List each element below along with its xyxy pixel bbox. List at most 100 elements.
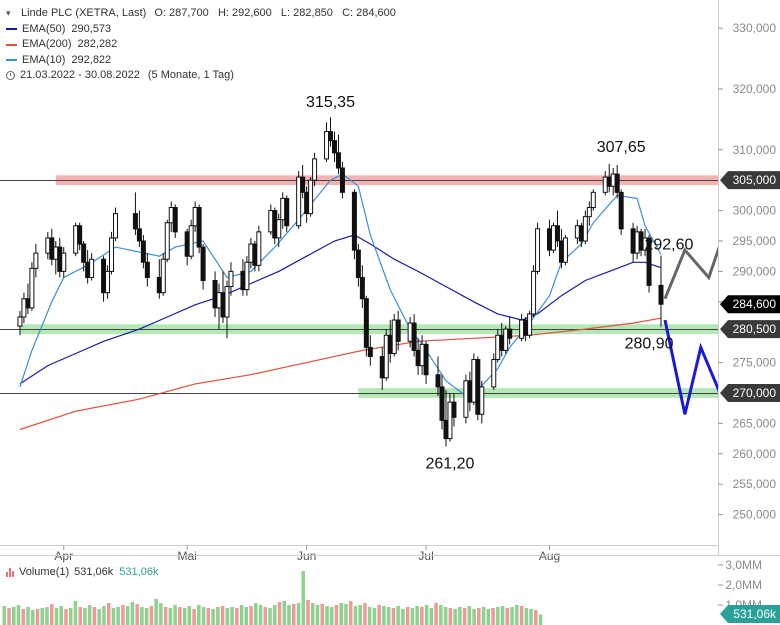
candle-body-down [272,210,278,239]
legend-ema50-row[interactable]: EMA(50) 290,573 [6,22,396,38]
volume-bar [16,605,21,625]
volume-bar [116,607,120,625]
price-badge [720,383,780,402]
volume-bar [500,606,505,625]
candle-body-down [523,319,529,336]
candle [228,262,234,296]
candle-body-up [519,319,525,339]
volume-bar [187,606,192,625]
candle [252,240,258,272]
ema200-swatch [6,43,17,46]
volume-bar [144,608,149,625]
candle [558,228,564,269]
candle-body-up [495,334,501,361]
price-annotation: 292,60 [644,237,693,254]
volume-bar [291,604,296,625]
candle [109,231,115,275]
volume-bar [534,610,538,625]
candle-body-up [17,316,23,327]
candle [304,186,310,223]
candle-body-up [407,322,413,342]
candle [519,313,525,342]
candle [248,237,254,269]
volume-tick-label: 2,0MM [725,578,762,592]
candle [89,253,95,281]
candle-body-up [73,225,79,254]
candle-body-down [172,207,178,233]
volume-bar [306,600,310,625]
candle [81,240,87,272]
candle-body-down [335,152,341,169]
volume-bar [329,607,334,625]
candle [172,204,178,238]
candle-body-down [475,359,481,415]
candle [451,392,457,427]
horizontal-level-lines [0,180,718,394]
candle-body-up [21,298,27,318]
volume-bar [353,606,358,625]
volume-bar [206,608,211,625]
volume-bar [49,604,54,625]
candle-body-up [244,261,250,291]
candle-body-down [558,240,564,263]
legend-ema10-row[interactable]: EMA(10) 292,822 [6,53,396,69]
y-tick-label: 275,000 [733,356,777,370]
legend-ema200-row[interactable]: EMA(200) 282,282 [6,37,396,53]
volume-bar [382,606,386,625]
volume-bar [287,605,291,625]
candle-body-down [423,343,429,376]
volume-bar [130,602,135,625]
candle [634,225,640,260]
candle [359,265,365,308]
candle [379,347,385,390]
volume-tick-label: 3,0MM [725,558,762,572]
y-tick-label: 265,000 [733,416,777,430]
volume-bar [481,607,486,625]
candle-body-down [467,380,473,403]
candle [415,338,421,375]
candle [57,237,63,278]
candle [132,192,138,235]
candle [284,195,290,232]
candle [188,219,194,260]
time-axis: Apr Mai Jun Jul Aug [0,545,718,563]
candle-body-up [105,270,111,294]
volume-bar [258,605,263,625]
candle [105,265,111,299]
candle [192,201,198,232]
volume-bar [11,607,16,625]
candle-body-up [479,386,485,415]
candle-body-up [324,131,330,160]
volume-bar [453,609,457,625]
y-tick-label: 260,000 [733,447,777,461]
volume-bar [254,603,258,625]
candle-body-up [280,197,286,221]
volume-bar [40,608,45,625]
candle-body-down [300,176,306,193]
volume-bar [472,609,476,625]
candle-body-down [85,261,91,278]
candle-body-down [618,191,624,230]
clock-icon [6,71,15,81]
price-annotation: 307,65 [597,139,646,156]
ema10-swatch [6,59,17,62]
candle [144,253,150,287]
candle-body-down [435,374,441,388]
volume-bar [159,603,163,625]
candle [113,207,119,241]
candle [523,316,529,342]
candle [156,259,162,299]
candle-body-down [638,231,644,251]
chevron-down-icon[interactable]: ▾ [6,8,11,18]
volume-bar [249,606,253,625]
candle [335,134,341,175]
volume-badge [720,605,780,623]
candle-body-down [196,207,202,248]
volume-bar [315,605,320,625]
volume-bar [111,608,116,625]
candle-body-down [387,334,393,354]
candle [200,244,206,290]
candle [630,222,636,263]
legend-range-row: 21.03.2022 - 30.08.2022 (5 Monate, 1 Tag… [6,68,396,84]
